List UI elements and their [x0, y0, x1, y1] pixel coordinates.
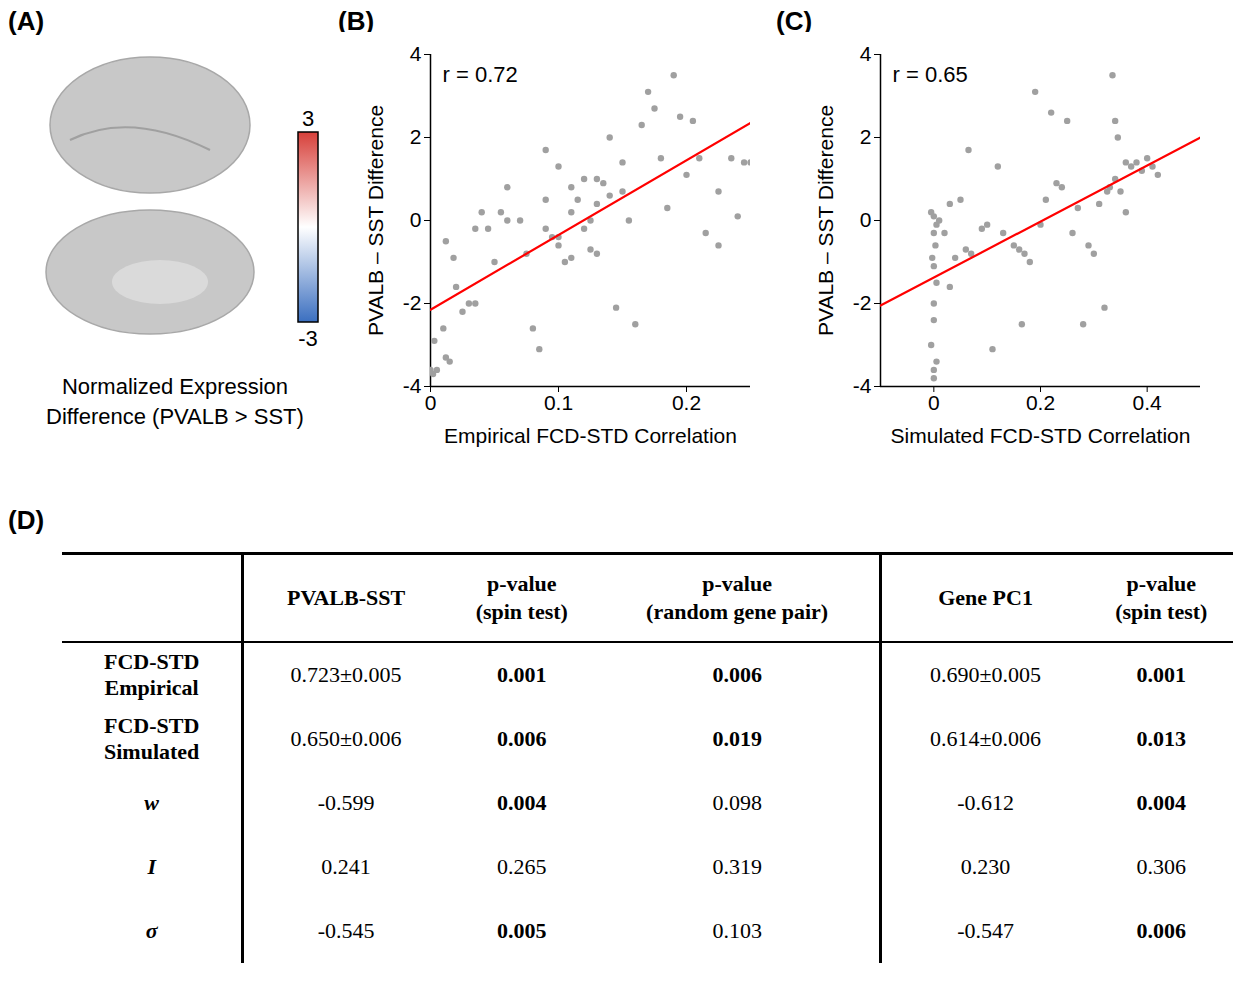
html-text:(D): (D): [8, 505, 45, 535]
svg-text:2: 2: [410, 125, 422, 148]
html-text:0.319: 0.319: [712, 854, 762, 879]
svg-text:Empirical FCD-STD Correlation: Empirical FCD-STD Correlation: [444, 424, 737, 447]
html-text:w: w: [144, 790, 159, 815]
html-text:0.265: 0.265: [497, 854, 547, 879]
svg-text:2: 2: [860, 125, 872, 148]
html-text:(random gene pair): (random gene pair): [646, 599, 829, 624]
svg-text:0: 0: [860, 208, 872, 231]
svg-text:-2: -2: [403, 291, 422, 314]
svg-text:-2: -2: [853, 291, 872, 314]
svg-text:0: 0: [928, 391, 940, 414]
html-text:0.001: 0.001: [1136, 662, 1186, 687]
svg-text:r = 0.72: r = 0.72: [443, 62, 518, 87]
html-text:0.098: 0.098: [712, 790, 762, 815]
svg-text:PVALB – SST Difference: PVALB – SST Difference: [364, 105, 387, 336]
svg-text:PVALB – SST Difference: PVALB – SST Difference: [814, 105, 837, 336]
svg-text:3: 3: [302, 106, 314, 131]
html-text:-0.599: -0.599: [317, 790, 375, 815]
html-text:0.306: 0.306: [1136, 854, 1186, 879]
html-text:0.006: 0.006: [712, 662, 762, 687]
svg-text:0.2: 0.2: [672, 391, 701, 414]
html-text:0.614±0.006: 0.614±0.006: [930, 726, 1042, 751]
html-text:PVALB-SST: PVALB-SST: [287, 585, 406, 610]
html-text:0.019: 0.019: [712, 726, 762, 751]
html-text:0.001: 0.001: [497, 662, 547, 687]
svg-text:Simulated FCD-STD Correlation: Simulated FCD-STD Correlation: [891, 424, 1191, 447]
html-text:-0.545: -0.545: [317, 918, 375, 943]
svg-text:0.2: 0.2: [1026, 391, 1055, 414]
html-text:I: I: [147, 854, 156, 879]
html-text:σ: σ: [145, 918, 158, 943]
html-text:0.241: 0.241: [321, 854, 371, 879]
html-text:0.103: 0.103: [712, 918, 762, 943]
html-text:0.650±0.006: 0.650±0.006: [290, 726, 402, 751]
html-text:(spin test): (spin test): [475, 599, 568, 624]
html-text:(C): (C): [776, 6, 813, 36]
html-text:FCD-STD Empirical: FCD-STD Empirical: [104, 649, 200, 700]
html-text:0.004: 0.004: [497, 790, 547, 815]
html-text:0.690±0.005: 0.690±0.005: [930, 662, 1042, 687]
svg-text:0.4: 0.4: [1133, 391, 1163, 414]
html-text:0.006: 0.006: [1136, 918, 1186, 943]
html-text:0.005: 0.005: [497, 918, 547, 943]
svg-text:4: 4: [410, 42, 422, 65]
html-text:-0.612: -0.612: [957, 790, 1014, 815]
html-text:-0.547: -0.547: [957, 918, 1014, 943]
html-text:p-value: p-value: [702, 571, 772, 596]
html-text:0.004: 0.004: [1136, 790, 1186, 815]
html-text:(B): (B): [338, 6, 375, 36]
svg-text:4: 4: [860, 42, 872, 65]
html-text:Normalized Expression Differen: Normalized Expression Difference (PVALB …: [46, 374, 304, 429]
html-text:0.230: 0.230: [960, 854, 1011, 879]
html-text:0.006: 0.006: [497, 726, 547, 751]
html-text:0.723±0.005: 0.723±0.005: [290, 662, 402, 687]
html-text:FCD-STD Simulated: FCD-STD Simulated: [104, 713, 200, 764]
svg-text:-3: -3: [298, 326, 318, 351]
svg-text:0: 0: [425, 391, 437, 414]
svg-text:0.1: 0.1: [544, 391, 573, 414]
svg-text:-4: -4: [403, 374, 422, 397]
html-text:(A): (A): [8, 6, 45, 36]
html-text:p-value: p-value: [1126, 571, 1197, 596]
html-text:Gene PC1: Gene PC1: [938, 585, 1033, 610]
svg-text:-4: -4: [853, 374, 872, 397]
html-text:0.013: 0.013: [1136, 726, 1186, 751]
html-text:(spin test): (spin test): [1115, 599, 1208, 624]
html-text:p-value: p-value: [486, 571, 557, 596]
svg-text:0: 0: [410, 208, 422, 231]
svg-text:r = 0.65: r = 0.65: [893, 62, 968, 87]
